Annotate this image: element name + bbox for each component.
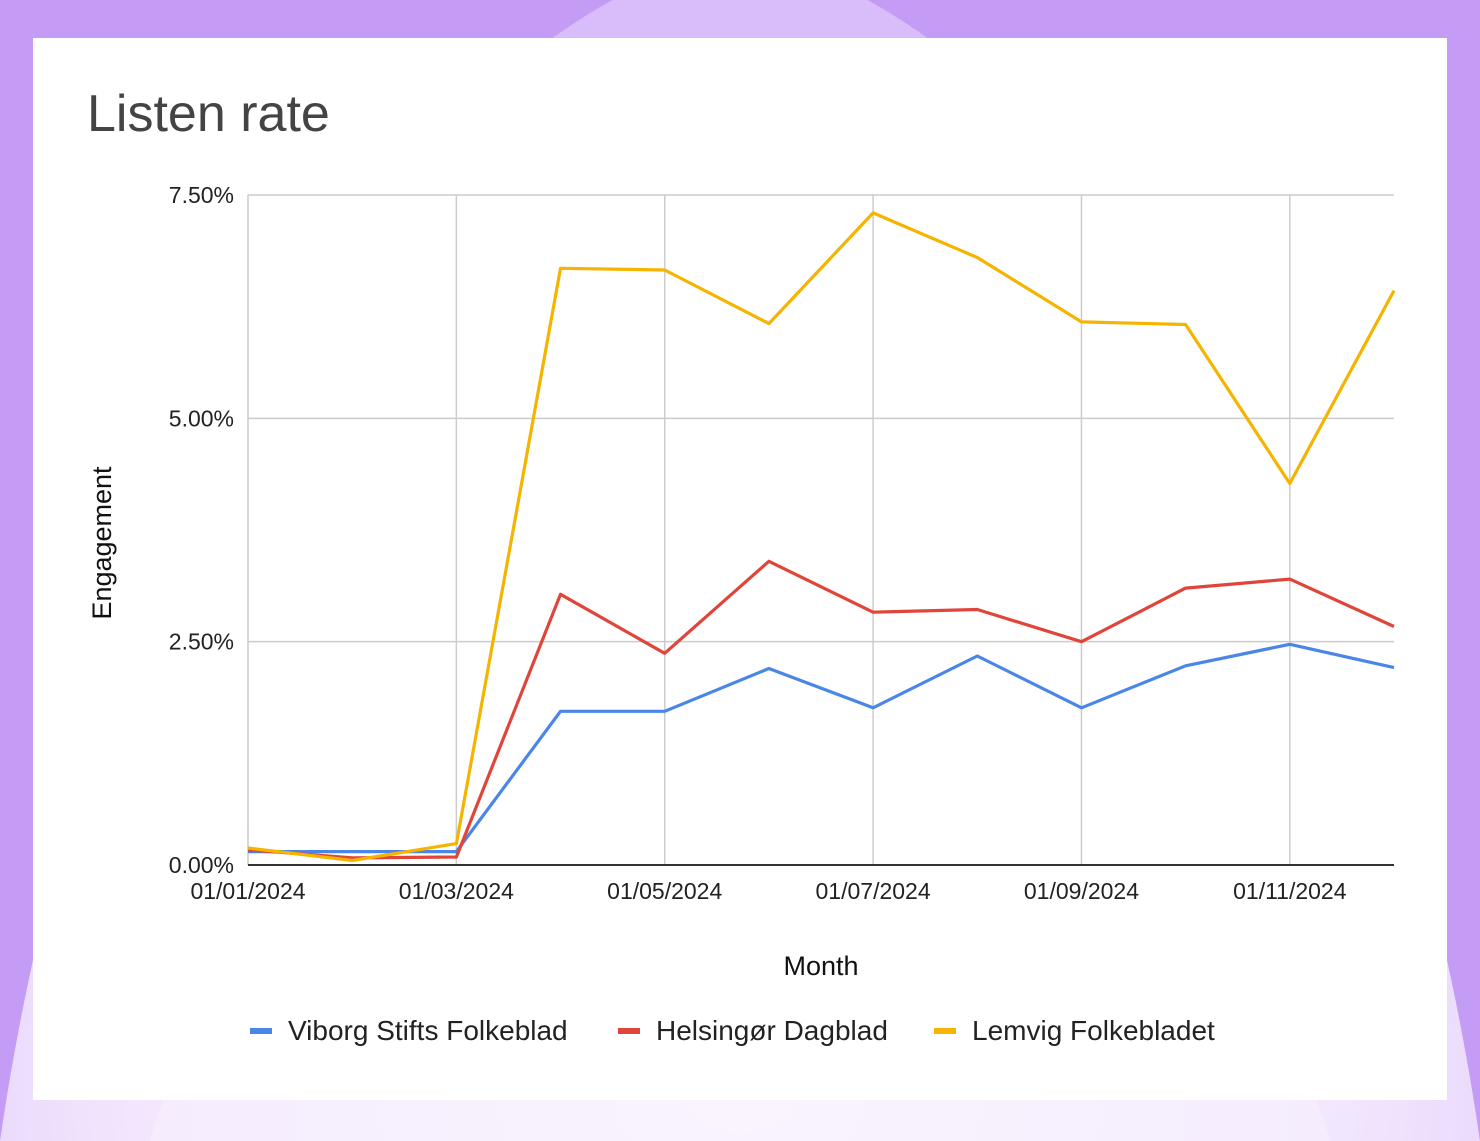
legend-item: Viborg Stifts Folkeblad [250, 1015, 568, 1046]
x-tick-label: 01/03/2024 [399, 878, 514, 904]
series-line-3 [247, 211, 1396, 863]
chart-title: Listen rate [87, 85, 330, 143]
legend-label: Helsingør Dagblad [656, 1015, 888, 1046]
series-line-2 [247, 559, 1395, 860]
legend-item: Helsingør Dagblad [618, 1015, 888, 1046]
series-lines [247, 211, 1396, 863]
legend-item: Lemvig Folkebladet [934, 1015, 1215, 1046]
y-tick-label: 2.50% [169, 629, 234, 655]
chart-card: Listen rate 0.00% 2.50% 5.00% 7.50% 01/01/2… [33, 38, 1447, 1100]
legend-label: Viborg Stifts Folkeblad [288, 1015, 568, 1046]
legend: Viborg Stifts Folkeblad Helsingør Dagblad… [250, 1015, 1215, 1046]
y-axis-label: Engagement [87, 466, 117, 620]
legend-swatch [934, 1028, 956, 1034]
y-tick-label: 7.50% [169, 182, 234, 208]
horizontal-gridlines [248, 194, 1394, 643]
x-tick-label: 01/07/2024 [816, 878, 931, 904]
legend-label: Lemvig Folkebladet [972, 1015, 1215, 1046]
legend-swatch [250, 1028, 272, 1034]
legend-swatch [618, 1028, 640, 1034]
line-chart: 0.00% 2.50% 5.00% 7.50% 01/01/2024 01/03/202… [87, 182, 1396, 1046]
x-axis-label: Month [783, 951, 858, 981]
vertical-gridlines [247, 195, 1291, 865]
x-tick-label: 01/11/2024 [1233, 878, 1347, 904]
x-tick-label: 01/01/2024 [190, 878, 305, 904]
series-line-1 [248, 642, 1395, 854]
y-tick-label: 0.00% [169, 852, 234, 878]
x-tick-label: 01/05/2024 [607, 878, 722, 904]
x-axis-ticks: 01/01/2024 01/03/2024 01/05/2024 01/07/2024… [190, 878, 1346, 904]
x-tick-label: 01/09/2024 [1024, 878, 1139, 904]
y-tick-label: 5.00% [169, 405, 234, 431]
y-axis-ticks: 0.00% 2.50% 5.00% 7.50% [169, 182, 234, 878]
